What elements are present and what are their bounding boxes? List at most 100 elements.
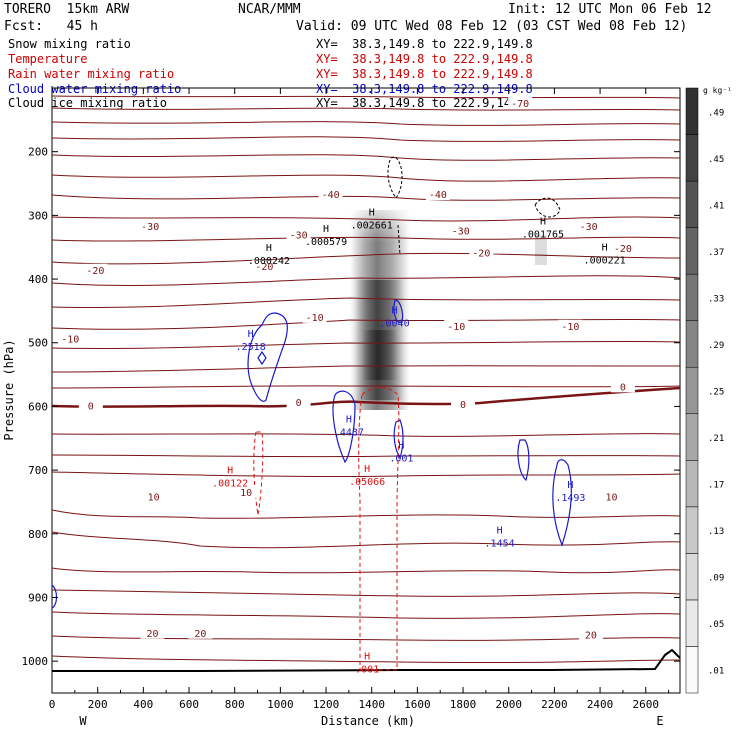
- maximum-value-label: .1454: [485, 538, 515, 549]
- colorbar-tick-label: .25: [708, 388, 724, 398]
- forecast-hour: Fcst: 45 h: [4, 19, 98, 34]
- temperature-label: 0: [460, 400, 466, 411]
- y-tick-label: 600: [28, 400, 48, 413]
- temperature-label: 20: [194, 629, 206, 640]
- temperature-label: 0: [88, 401, 94, 412]
- temperature-label: -30: [452, 226, 470, 237]
- temperature-label: -30: [141, 222, 159, 233]
- temperature-label: -20: [472, 249, 490, 260]
- x-tick-label: 1200: [313, 698, 340, 711]
- snow-shading: [350, 210, 547, 410]
- temperature-label-bg: [469, 246, 494, 259]
- maximum-value-label: .000579: [305, 237, 347, 248]
- y-tick-label: 200: [28, 146, 48, 159]
- colorbar-swatch: [685, 366, 699, 415]
- temperature-label-bg: [140, 626, 165, 639]
- x-axis-left-end: W: [79, 714, 87, 728]
- maximum-value-label: .001765: [522, 229, 564, 240]
- temperature-label-bg: [141, 490, 166, 503]
- maximum-h-marker: H: [266, 243, 272, 254]
- temperature-label-bg: [318, 187, 343, 200]
- temperature-label: 10: [240, 488, 252, 499]
- colorbar-tick-label: .17: [708, 481, 724, 491]
- maximum-value-label: .002661: [351, 221, 393, 232]
- colorbar-swatch: [685, 460, 699, 508]
- maximum-value-label: .4437: [334, 428, 364, 439]
- temperature-label-bg: [286, 396, 311, 409]
- temperature-label-bg: [188, 626, 213, 639]
- legend-name-cloud-water: Cloud water mixing ratio: [8, 82, 182, 96]
- maximum-h-marker: H: [602, 243, 608, 254]
- colorbar-tick-label: .09: [708, 574, 724, 584]
- legend-xy-rain: XY= 38.3,149.8 to 222.9,149.8: [316, 67, 533, 81]
- maximum-h-marker: H: [346, 415, 352, 426]
- x-tick-label: 200: [88, 698, 108, 711]
- maximum-h-marker: H: [323, 224, 329, 235]
- y-tick-label: 900: [28, 591, 48, 604]
- x-tick-label: 2600: [632, 698, 659, 711]
- x-tick-label: 2200: [541, 698, 568, 711]
- y-axis-label: Pressure (hPa): [2, 339, 16, 440]
- y-tick-label: 300: [28, 209, 48, 222]
- temperature-label-bg: [610, 242, 635, 255]
- colorbar-swatch: [685, 553, 699, 601]
- colorbar-swatch: [685, 134, 699, 182]
- maximum-h-marker: H: [392, 306, 398, 317]
- colorbar-swatch: [685, 599, 699, 647]
- cloud-ice-contours: [387, 156, 561, 256]
- temperature-label: -20: [255, 262, 273, 273]
- maximum-h-marker: H: [540, 216, 546, 227]
- temperature-label: 0: [296, 398, 302, 409]
- maximum-h-marker: H: [248, 329, 254, 340]
- maximum-h-marker: H: [497, 525, 503, 536]
- temperature-label: -10: [561, 322, 579, 333]
- y-tick-label: 700: [28, 464, 48, 477]
- y-tick-label: 1000: [22, 655, 49, 668]
- colorbar-swatch: [685, 227, 699, 275]
- colorbar-tick-label: .33: [708, 294, 724, 304]
- temperature-label: -30: [580, 222, 598, 233]
- legend-name-cloud-ice: Cloud ice mixing ratio: [8, 96, 167, 110]
- x-tick-label: 2400: [587, 698, 614, 711]
- temperature-labels: -70 -40 -40 -30 -30 -30 -30 -20 -20 -20 -20 -10 -10 -…: [58, 96, 635, 642]
- terrain-line: [52, 648, 681, 672]
- agency-label: NCAR/MMM: [238, 2, 301, 17]
- colorbar-tick-label: .41: [708, 201, 724, 211]
- temperature-label: -30: [290, 231, 308, 242]
- valid-time: Valid: 09 UTC Wed 08 Feb 12 (03 CST Wed …: [296, 19, 688, 34]
- colorbar-tick-label: .05: [708, 620, 724, 630]
- temperature-label-bg: [610, 380, 635, 393]
- legend-xy-temperature: XY= 38.3,149.8 to 222.9,149.8: [316, 52, 533, 66]
- temperature-label-bg: [576, 219, 601, 232]
- maximum-value-label: .1493: [555, 493, 585, 504]
- x-tick-label: 400: [133, 698, 153, 711]
- temperature-label-bg: [286, 228, 311, 241]
- maximum-h-marker: H: [567, 480, 573, 491]
- x-tick-label: 1400: [358, 698, 385, 711]
- colorbar-swatch: [685, 87, 699, 135]
- freezing-level-contour: [51, 386, 681, 408]
- temperature-label: -40: [322, 190, 340, 201]
- colorbar-swatch: [685, 320, 699, 368]
- rain-contours: [253, 387, 400, 671]
- temperature-label: 0: [620, 382, 626, 393]
- temperature-label-bg: [444, 319, 469, 332]
- plot-frame: [51, 87, 681, 694]
- y-tick-label: 800: [28, 528, 48, 541]
- maximum-h-marker: H: [364, 651, 370, 662]
- legend-xy-snow: XY= 38.3,149.8 to 222.9,149.8: [316, 37, 533, 51]
- maxima-labels: H .000242 H .000579 H .002661 H .001765 H .000221…: [212, 208, 626, 676]
- model-title: TORERO 15km ARW: [4, 2, 130, 17]
- x-tick-label: 0: [49, 698, 56, 711]
- temperature-label-bg: [58, 332, 83, 345]
- maximum-value-label: .2518: [236, 342, 266, 353]
- x-tick-label: 1000: [267, 698, 294, 711]
- temperature-label-bg: [78, 399, 103, 412]
- maximum-h-marker: H: [369, 208, 375, 219]
- x-tick-label: 2000: [495, 698, 522, 711]
- legend-name-temperature: Temperature: [8, 52, 88, 66]
- temperature-label: -10: [306, 313, 324, 324]
- colorbar-tick-label: .29: [708, 341, 724, 351]
- temperature-label: 10: [605, 492, 617, 503]
